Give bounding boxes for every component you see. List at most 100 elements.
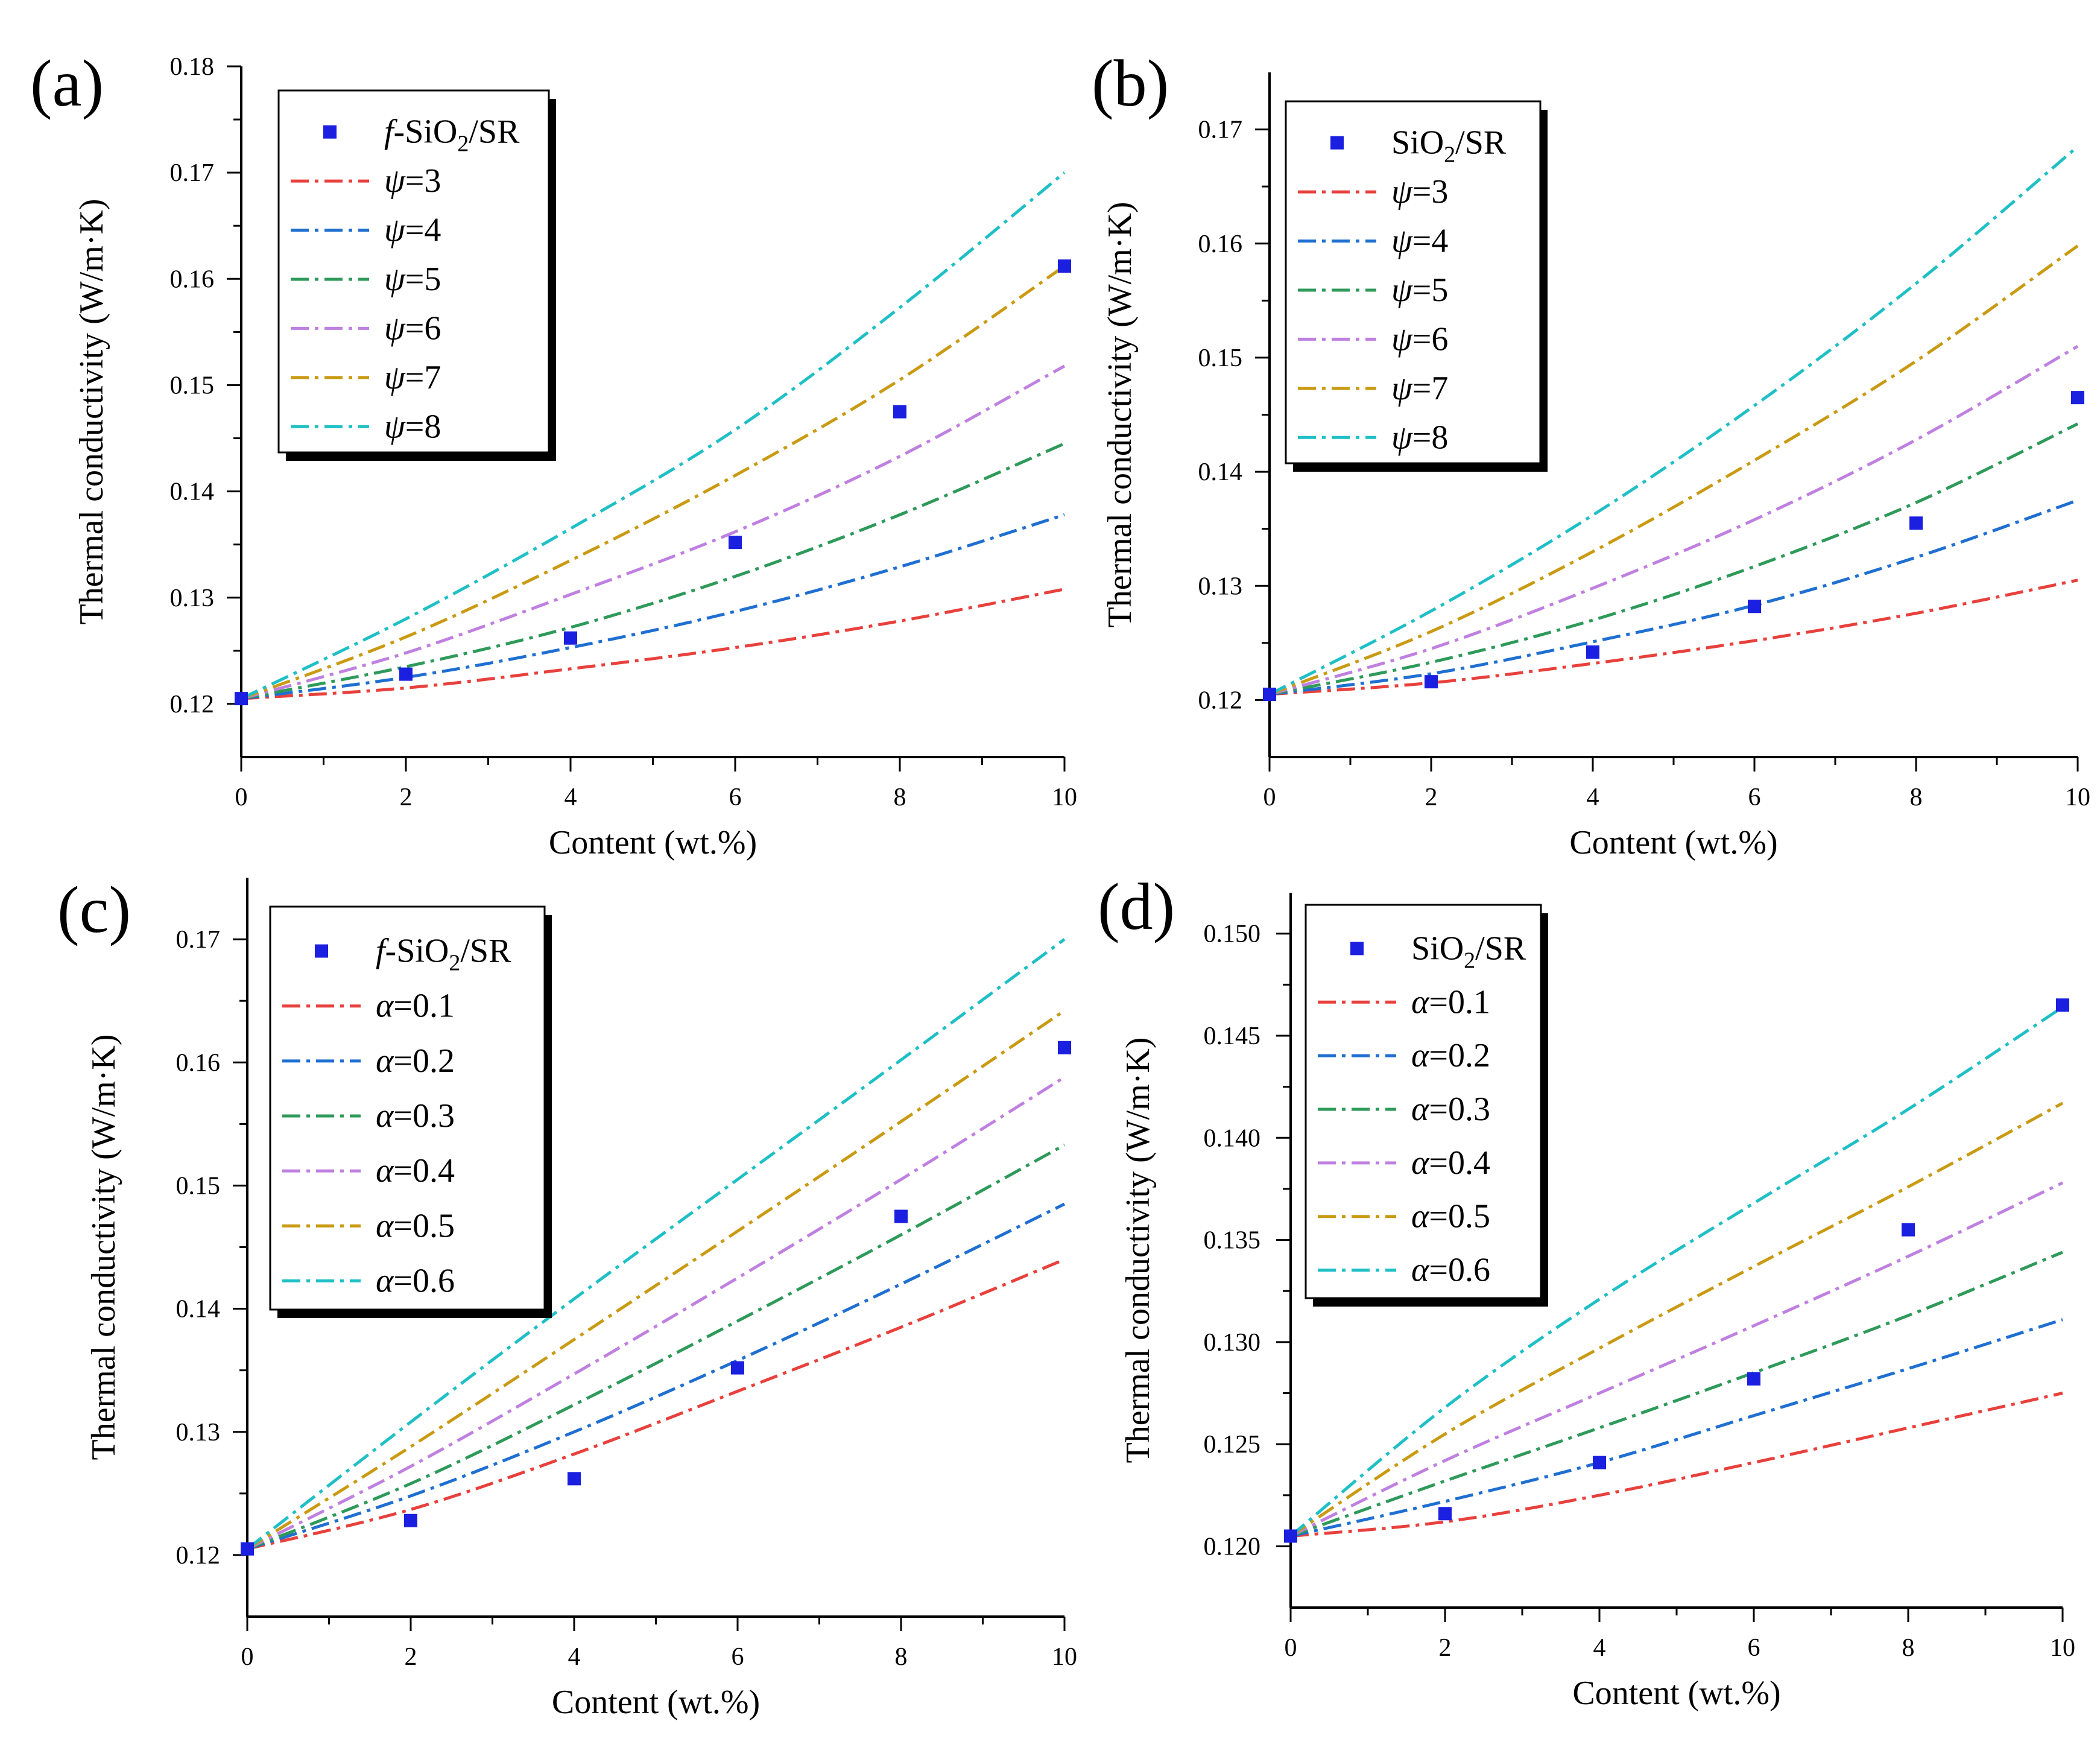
x-tick-label: 0: [241, 1643, 254, 1671]
data-point: [1263, 687, 1276, 701]
y-axis-title: Thermal conductivity (W/m·K): [73, 199, 110, 625]
chart-panel-1: (a) 0 2 4 6 8 10 0.12 0.13 0.14 0.15 0.16 0.17 0.18 Co…: [30, 46, 1077, 861]
data-point: [1586, 645, 1599, 659]
data-point: [1593, 1456, 1606, 1469]
legend-box: [269, 905, 546, 1311]
x-tick-label: 10: [1052, 784, 1077, 811]
y-axis-title: Thermal conductivity (W/m·K): [1101, 202, 1139, 628]
y-tick-label: 0.15: [1198, 344, 1243, 372]
legend-label: α=0.6: [376, 1262, 455, 1299]
y-tick-label: 0.150: [1204, 921, 1261, 948]
legend-label: α=0.5: [1411, 1198, 1490, 1235]
data-point: [1747, 1372, 1760, 1386]
series-line: [241, 588, 1065, 700]
series-line: [241, 171, 1066, 700]
x-tick-label: 0: [1285, 1634, 1297, 1662]
y-tick-label: 0.14: [170, 478, 215, 506]
curves: [241, 171, 1066, 700]
legend-marker: [323, 125, 337, 139]
y-tick-label: 0.18: [170, 53, 215, 81]
x-tick-label: 4: [1587, 784, 1599, 811]
y-tick-label: 0.17: [176, 926, 221, 954]
series-line: [1291, 1318, 2063, 1538]
chart-panel-4: (d) 0 2 4 6 8 10 0.120 0.125 0.130 0.135 0.140 0.145…: [1098, 870, 2075, 1712]
x-tick-label: 6: [729, 784, 742, 811]
series-line: [247, 1258, 1065, 1551]
y-tick-label: 0.12: [176, 1542, 221, 1570]
series-line: [1291, 1250, 2063, 1538]
legend-label: α=0.3: [376, 1097, 455, 1135]
legend-label: ψ=3: [384, 162, 441, 200]
x-tick-label: 0: [1263, 784, 1276, 811]
legend-label: ψ=8: [384, 408, 441, 445]
series-line: [1270, 244, 2079, 696]
x-tick-label: 10: [1052, 1643, 1077, 1671]
data-point: [568, 1472, 581, 1486]
x-tick-label: 4: [1593, 1634, 1606, 1662]
legend: SiO2/SR ψ=3 ψ=4 ψ=5 ψ=6 ψ=7 ψ=8: [1285, 100, 1548, 472]
legend: f-SiO2/SR α=0.1 α=0.2 α=0.3 α=0.4 α=0.5 α=0.6: [269, 905, 552, 1318]
panel-label: (a): [30, 46, 104, 120]
legend-label: ψ=8: [1391, 419, 1448, 456]
data-point: [893, 405, 906, 419]
y-tick-label: 0.17: [1198, 116, 1243, 144]
y-tick-label: 0.17: [170, 159, 215, 187]
x-axis-title: Content (wt.%): [1572, 1675, 1780, 1712]
y-tick-label: 0.15: [176, 1172, 221, 1200]
series-line: [1270, 145, 2079, 696]
series-line: [1291, 1392, 2063, 1538]
curves: [1270, 145, 2079, 696]
curves: [247, 938, 1066, 1551]
y-tick-label: 0.13: [1198, 572, 1243, 600]
x-tick-label: 2: [1439, 1634, 1452, 1662]
series-line: [241, 265, 1066, 700]
series-line: [241, 513, 1065, 700]
data-point: [894, 1209, 908, 1223]
legend-label: α=0.2: [376, 1042, 455, 1080]
y-tick-label: 0.140: [1204, 1124, 1261, 1152]
legend-label: ψ=3: [1391, 173, 1448, 211]
legend-box: [1285, 100, 1542, 464]
legend-label: f-SiO2/SR: [384, 113, 520, 157]
data-point: [2071, 391, 2084, 405]
legend-label: α=0.6: [1411, 1252, 1490, 1289]
series-line: [247, 938, 1066, 1550]
legend-label: ψ=7: [384, 359, 441, 396]
data-point: [404, 1513, 417, 1527]
data-point: [399, 667, 413, 681]
chart-panel-3: (c) 0 2 4 6 8 10 0.12 0.13 0.14 0.15 0.16 0.17 Conten…: [57, 873, 1077, 1721]
x-tick-label: 10: [2050, 1634, 2075, 1662]
legend-box: [277, 89, 550, 454]
y-tick-label: 0.12: [1198, 686, 1243, 714]
data-point: [564, 631, 577, 645]
legend-marker: [1330, 136, 1344, 150]
y-tick-label: 0.135: [1204, 1227, 1261, 1255]
data-point: [1438, 1507, 1452, 1521]
y-tick-label: 0.125: [1204, 1431, 1261, 1459]
y-tick-label: 0.145: [1204, 1022, 1261, 1050]
panel-label: (b): [1092, 46, 1169, 120]
legend-label: α=0.1: [376, 987, 455, 1025]
x-tick-label: 2: [400, 784, 413, 811]
x-tick-label: 8: [895, 1643, 908, 1671]
data-point: [1748, 600, 1761, 613]
series-line: [247, 1143, 1066, 1551]
x-axis-title: Content (wt.%): [549, 824, 757, 861]
panel-label: (c): [57, 873, 131, 946]
series-line: [241, 442, 1065, 700]
y-tick-label: 0.12: [170, 691, 215, 718]
legend: SiO2/SR α=0.1 α=0.2 α=0.3 α=0.4 α=0.5 α=0.6: [1305, 904, 1548, 1307]
y-tick-label: 0.13: [170, 585, 215, 612]
y-tick-label: 0.15: [170, 372, 215, 399]
chart-panel-2: (b) 0 2 4 6 8 10 0.12 0.13 0.14 0.15 0.16 0.17 Conten…: [1092, 46, 2090, 861]
y-axis-title: Thermal conductivity (W/m·K): [85, 1035, 122, 1460]
series-line: [1291, 1181, 2064, 1538]
legend: f-SiO2/SR ψ=3 ψ=4 ψ=5 ψ=6 ψ=7 ψ=8: [277, 89, 556, 461]
x-tick-label: 6: [1748, 1634, 1760, 1662]
legend-label: ψ=5: [384, 261, 441, 298]
y-axis-title: Thermal conductivity (W/m·K): [1119, 1038, 1157, 1463]
series-line: [247, 1202, 1066, 1551]
legend-label: SiO2/SR: [1411, 930, 1526, 973]
legend-label: ψ=4: [1391, 223, 1448, 260]
legend-label: α=0.4: [1411, 1144, 1490, 1182]
